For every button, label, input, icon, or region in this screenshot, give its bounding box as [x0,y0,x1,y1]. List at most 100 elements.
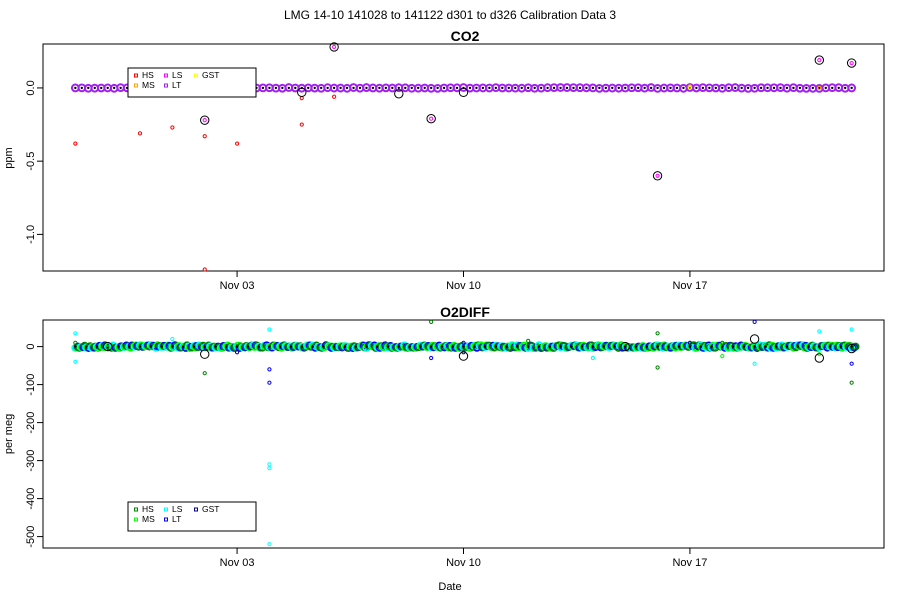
series-point-hs [234,141,240,146]
data-point-center [404,86,407,90]
data-point-center [604,86,608,90]
data-point-center [268,86,271,90]
data-point-center [274,86,278,90]
series-point-ls [267,462,272,467]
co2-y-axis-label: ppm [3,147,15,168]
series-point-ls [590,355,595,361]
data-point-center [419,345,422,348]
data-point-center [688,345,692,348]
data-point-center [602,345,605,348]
data-point-center [268,345,271,348]
data-point-center [537,345,541,348]
y-tick-label: 0 [25,344,37,350]
outlier-ring [394,89,404,99]
legend-swatch-hs [134,507,138,512]
data-point-center [742,345,746,348]
o2diff-axes: Nov 03 Nov 10 Nov 17 0 -100 -200 -300 -400 -500 [25,344,707,569]
data-point-center [570,345,573,348]
data-point-center [828,345,832,348]
series-point-hs [849,380,854,385]
data-point-center [225,345,228,348]
data-point-center [656,345,659,348]
co2-panel: CO2 ppm Nov 03 Nov 10 Nov 17 0.0 -0.5 -1.0 HS… [3,28,885,292]
data-point-center [572,86,575,90]
y-tick-label: -400 [25,488,37,510]
data-point [555,341,564,350]
series-point-lt [849,361,854,366]
series-point-gst [234,350,240,355]
data-point-center [831,86,834,90]
data-point-center [423,86,426,90]
data-point-center [429,345,433,348]
data-point-center [764,345,767,348]
series-point-hs [299,122,304,127]
data-point-center [451,345,454,348]
series-point-ls [429,116,434,121]
outlier-ring [458,87,469,98]
series-point-hs [526,338,531,343]
outlier-ring [749,334,760,344]
data-point-center [386,345,390,348]
legend-swatch-ms [134,83,138,88]
data-point-center [710,345,713,348]
co2-panel-title: CO2 [451,28,480,44]
data-point-center [699,345,702,348]
data-point-center [548,345,551,348]
data-point-center [585,86,588,90]
data-point-center [772,86,776,90]
data-point-center [824,86,827,90]
series-point-hs [332,94,337,99]
legend-swatch-ls [164,507,168,512]
data-point-center [319,86,323,90]
x-tick-label: Nov 10 [446,557,481,569]
data-point-center [100,86,103,90]
data-point-center [345,86,349,90]
series-point-ls [267,466,272,471]
series-point-lt [429,355,434,361]
legend-label-ls: LS [172,504,183,514]
y-tick-label: -100 [25,374,37,396]
data-point-center [235,345,239,348]
data-point-center [514,86,517,90]
data-point-center [376,345,379,348]
data-point-center [138,345,142,348]
data-point-center [352,86,355,90]
o2diff-legend: HS LS GST MS LT [127,501,257,532]
series-point-ls [202,118,207,123]
outlier-ring [652,171,663,181]
data-point-center [591,345,595,348]
data-point-center [481,86,485,90]
data-point-center [494,86,498,90]
series-point-hs [73,141,78,146]
o2diff-y-axis-label: per meg [3,414,15,454]
data-point-center [119,86,122,90]
data-point-center [611,86,614,90]
co2-axes: Nov 03 Nov 10 Nov 17 0.0 -0.5 -1.0 [25,80,707,292]
data-point-center [617,86,620,90]
data-point-center [429,86,433,90]
data-point-center [287,86,291,90]
data-point-center [701,86,705,90]
x-axis-label: Date [438,581,461,593]
data-point-center [397,345,401,348]
data-point-center [440,345,444,348]
data-point [188,343,197,352]
data-point-center [727,86,730,90]
series-point-ls [332,44,337,50]
data-point-center [149,345,153,348]
x-tick-label: Nov 03 [220,280,255,292]
series-point-lt [267,367,272,372]
data-point-center [473,345,476,348]
data-point-center [507,86,510,90]
legend-label-gst: GST [202,70,219,80]
legend-swatch-hs [134,73,138,78]
o2diff-panel-title: O2DIFF [440,304,490,320]
data-point-center [792,86,795,90]
data-point-center [798,86,802,90]
data-point-center [552,86,556,90]
outlier-ring [329,42,339,52]
data-point-center [796,345,799,348]
series-point-lt [752,319,757,324]
data-point-center [850,345,853,348]
data-point-center [80,86,84,90]
